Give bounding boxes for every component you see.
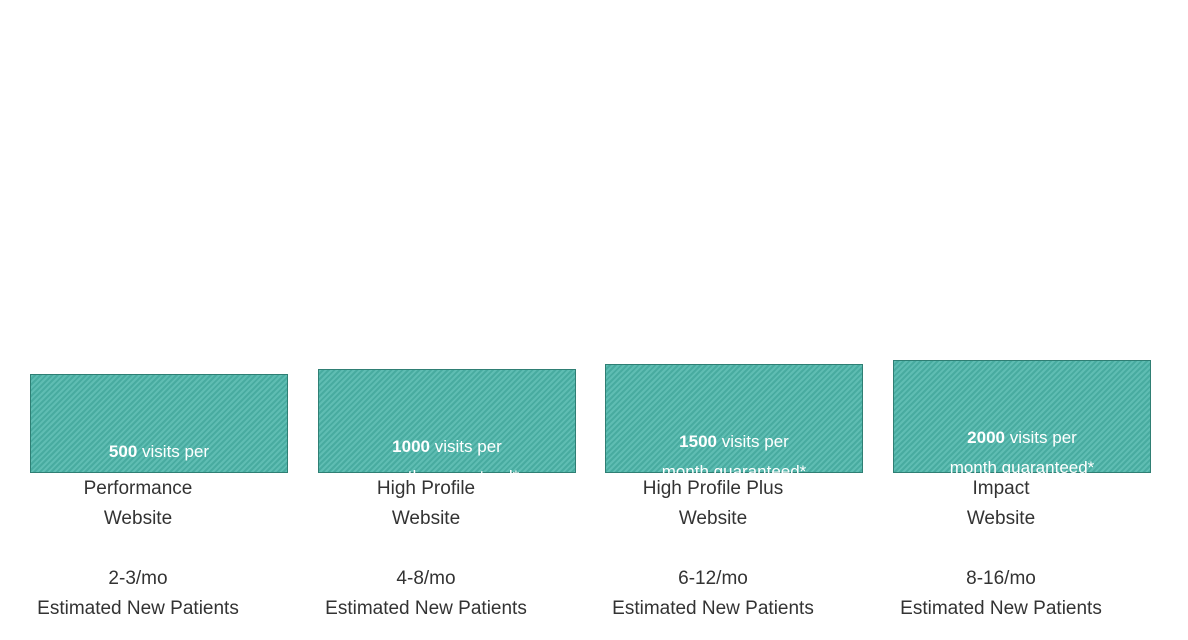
bar-label: 2000 visits per month guaranteed* (894, 423, 1150, 483)
caption-spacer (584, 534, 842, 564)
caption-spacer (9, 534, 267, 564)
plan-name-line1: High Profile (376, 478, 476, 499)
patients-value: 2-3/mo (108, 568, 168, 589)
visits-line2: month guaranteed* (661, 462, 807, 481)
visits-suffix: visits per (1009, 428, 1077, 447)
patients-value: 6-12/mo (678, 568, 748, 589)
patients-label: Estimated New Patients (37, 598, 239, 619)
plan-name-line1: Impact (972, 478, 1030, 499)
caption-impact-website: Impact Website 8-16/mo Estimated New Pat… (872, 474, 1130, 624)
patients-label: Estimated New Patients (612, 598, 814, 619)
visits-suffix: visits per (434, 437, 502, 456)
plan-name-line1: Performance (83, 478, 193, 499)
visits-value: 1000 (392, 437, 430, 456)
bar-label: 1500 visits per month guaranteed* (606, 427, 862, 487)
patients-value: 4-8/mo (396, 568, 456, 589)
patients-label: Estimated New Patients (900, 598, 1102, 619)
caption-performance-website: Performance Website 2-3/mo Estimated New… (9, 474, 267, 624)
caption-high-profile-plus-website: High Profile Plus Website 6-12/mo Estima… (584, 474, 842, 624)
bar-label: 1000 visits per month guaranteed* (319, 432, 575, 492)
visits-suffix: visits per (142, 442, 210, 461)
caption-spacer (872, 534, 1130, 564)
visits-value: 2000 (967, 428, 1005, 447)
caption-spacer (297, 534, 555, 564)
visits-line2: month guaranteed* (86, 472, 232, 491)
patients-value: 8-16/mo (966, 568, 1036, 589)
caption-high-profile-website: High Profile Website 4-8/mo Estimated Ne… (297, 474, 555, 624)
plan-name-line1: High Profile Plus (642, 478, 784, 499)
patients-label: Estimated New Patients (325, 598, 527, 619)
visits-value: 500 (108, 442, 138, 461)
bar-high-profile-website: 1000 visits per month guaranteed* (318, 369, 576, 486)
visits-line2: month guaranteed* (374, 467, 520, 486)
visits-line2: month guaranteed* (949, 458, 1095, 477)
plan-name-line2: Website (103, 508, 173, 529)
plan-name-line2: Website (678, 508, 748, 529)
bar-performance-website: 500 visits per month guaranteed* (30, 374, 288, 491)
bar-label: 500 visits per month guaranteed* (31, 437, 287, 497)
bar-impact-website: 2000 visits per month guaranteed* (893, 360, 1151, 477)
visits-suffix: visits per (721, 432, 789, 451)
visits-value: 1500 (679, 432, 717, 451)
bar-high-profile-plus-website: 1500 visits per month guaranteed* (605, 364, 863, 481)
plan-name-line2: Website (391, 508, 461, 529)
plan-name-line2: Website (966, 508, 1036, 529)
